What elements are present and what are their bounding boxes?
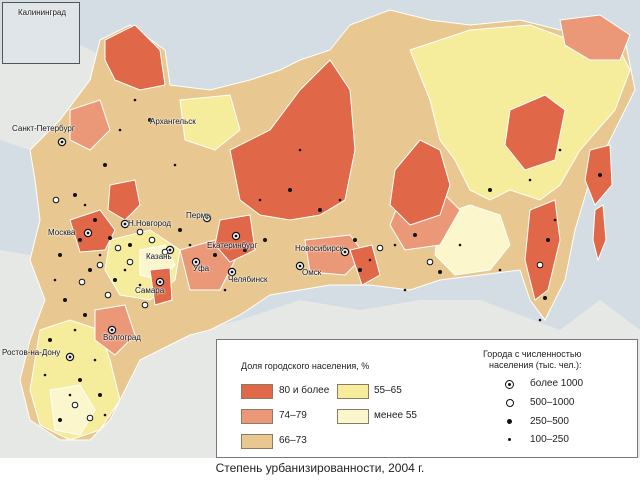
legend-label-74-79: 74–79 [279,410,307,421]
legend-share-title: Доля городского населения, % [241,361,370,371]
legend-symbol-dot [507,419,512,424]
city-label-kazan: Казань [146,252,172,261]
region-80-plus-khmao [229,59,356,221]
legend-swatch-80-plus [241,384,273,399]
city-label-perm: Пермь [186,211,211,220]
city-label-novosibirsk: Новосибирск [295,244,344,253]
city-markers-500-1000 [52,196,544,422]
inset-label-kaliningrad: Калининград [18,8,67,17]
region-80-plus-murmansk [104,24,166,91]
legend-label-over-1000: более 1000 [530,378,584,389]
legend-swatch-under-55 [337,409,369,424]
legend-swatch-74-79 [241,409,273,424]
region-74-79-kamchatka [559,14,631,61]
city-label-omsk: Омск [302,268,322,277]
city-label-moscow: Москва [48,228,76,237]
region-80-plus-khabarovsk [524,199,561,301]
legend-swatch-66-73 [241,434,273,449]
legend-label-100-250: 100–250 [530,434,569,445]
legend-label-250-500: 250–500 [530,416,569,427]
region-55-65-north [179,94,241,151]
city-label-arkhangelsk: Архангельск [150,117,196,126]
legend-cities-title-line1: Города с численностью [483,349,582,359]
region-under-55-south-siberia [434,204,511,276]
city-label-rostov-na-donu: Ростов-на-Дону [2,348,61,357]
urbanization-map: Калининград Санкт-Петербург Архангельск … [0,0,640,458]
city-markers-250-500 [48,118,602,422]
city-label-chelyabinsk: Челябинск [228,275,268,284]
legend-symbol-ringed-dot-center [508,383,511,386]
legend-label-under-55: менее 55 [374,410,417,421]
legend-cities-title-line2: населения (тыс. чел.): [489,360,582,370]
city-marker-centers [60,140,347,359]
city-label-nizhny-novgorod: Н.Новгород [128,219,172,228]
legend-label-80-plus: 80 и более [279,385,330,396]
city-label-volgograd: Волгоград [103,333,141,342]
region-under-55-south [49,384,96,436]
region-80-plus-magadan [504,94,566,171]
region-80-plus-irkutsk [389,139,451,226]
legend-label-55-65: 55–65 [374,385,402,396]
map-caption: Степень урбанизированности, 2004 г. [215,461,425,475]
sakhalin-island [592,204,607,262]
city-label-samara: Самара [135,286,165,295]
region-80-plus-volga [107,179,141,221]
city-label-saint-petersburg: Санкт-Петербург [12,124,75,133]
legend-label-500-1000: 500–1000 [530,397,575,408]
legend-symbol-small-dot [508,438,511,441]
region-80-plus-samara [149,267,173,306]
city-markers-100-250 [43,98,562,417]
region-74-79-nw [69,99,111,151]
city-label-yekaterinburg: Екатеринбург [207,241,258,250]
legend-swatch-55-65 [337,384,369,399]
legend-label-66-73: 66–73 [279,435,307,446]
legend-symbol-open-circle [506,399,514,407]
city-label-ufa: Уфа [193,264,210,273]
region-80-plus-kemerovo [349,244,381,286]
map-legend: Доля городского населения, % 80 и более … [216,339,638,458]
kaliningrad-inset [2,2,80,64]
